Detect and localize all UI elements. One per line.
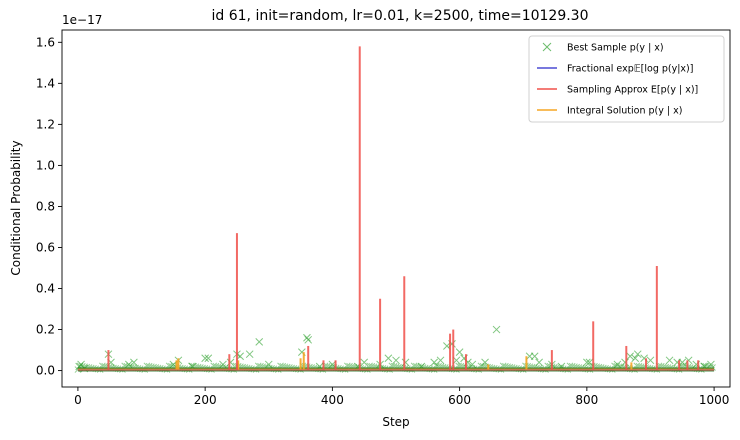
best-sample-marker <box>124 360 133 369</box>
best-sample-marker <box>646 356 655 365</box>
best-sample-marker <box>392 356 400 365</box>
best-sample-marker <box>613 360 622 369</box>
x-tick-label: 0 <box>74 393 82 407</box>
legend-label: Best Sample p(y | x) <box>567 43 664 54</box>
x-tick-label: 400 <box>321 393 344 407</box>
best-sample-marker <box>245 350 254 359</box>
best-sample-marker <box>621 358 629 367</box>
y-tick-label: 1.0 <box>36 158 55 172</box>
x-tick-label: 600 <box>448 393 471 407</box>
y-tick-label: 0.2 <box>36 323 55 337</box>
best-sample-marker <box>219 360 227 369</box>
best-sample-marker <box>77 360 85 369</box>
legend-label: Integral Solution p(y | x) <box>567 106 682 117</box>
y-tick-label: 1.2 <box>36 117 55 131</box>
legend: Best Sample p(y | x) Fractional exp𝔼[log … <box>528 35 725 123</box>
x-axis-label: Step <box>382 415 409 429</box>
best-sample-marker <box>455 348 464 356</box>
baseline-lines <box>77 367 715 372</box>
best-sample-marker <box>304 335 313 344</box>
legend-box <box>528 35 725 123</box>
best-sample-marker <box>707 360 715 369</box>
legend-marker-icon <box>542 42 552 52</box>
best-sample-marker <box>130 358 138 367</box>
x-axis: 0 200 400 600 800 1000 <box>74 387 729 407</box>
y-axis-label: Conditional Probability <box>9 140 23 275</box>
best-sample-marker <box>264 360 273 369</box>
best-sample-marker <box>626 352 634 361</box>
y-tick-label: 1.4 <box>36 76 55 90</box>
best-sample-marker <box>665 356 674 365</box>
best-sample-marker <box>585 358 594 367</box>
best-sample-marker <box>684 356 693 365</box>
legend-label: Fractional exp𝔼[log p(y|x)] <box>567 64 693 75</box>
y-tick-label: 0.6 <box>36 240 55 254</box>
best-sample-marker <box>384 354 393 363</box>
spike-lines <box>107 46 700 370</box>
best-sample-marker <box>255 338 264 346</box>
best-sample-marker <box>204 354 213 363</box>
best-sample-marker <box>468 360 477 369</box>
best-sample-marker <box>201 354 209 363</box>
legend-label: Sampling Approx E[p(y | x)] <box>567 85 698 96</box>
best-sample-marker <box>430 358 439 367</box>
best-sample-marker <box>226 358 235 367</box>
y-axis: 0.0 0.2 0.4 0.6 0.8 1.0 1.2 1.4 1.6 <box>36 35 62 378</box>
y-tick-label: 1.6 <box>36 35 55 49</box>
best-sample-marker <box>583 358 591 367</box>
chart-title: id 61, init=random, lr=0.01, k=2500, tim… <box>212 8 589 24</box>
y-scale-label: 1e−17 <box>62 13 102 27</box>
best-sample-marker <box>631 354 640 363</box>
best-sample-marker <box>436 356 445 365</box>
y-tick-label: 0.0 <box>36 364 55 378</box>
x-tick-label: 200 <box>194 393 217 407</box>
best-sample-marker <box>401 358 410 367</box>
best-sample-marker <box>303 333 311 342</box>
best-sample-marker <box>360 358 369 367</box>
best-sample-marker <box>492 325 501 334</box>
best-sample-marker <box>535 358 543 367</box>
best-sample-marker <box>530 352 539 361</box>
x-tick-label: 1000 <box>699 393 730 407</box>
y-tick-label: 0.4 <box>36 282 55 296</box>
best-sample-marker <box>633 350 642 359</box>
x-tick-label: 800 <box>575 393 598 407</box>
y-tick-label: 0.8 <box>36 199 55 213</box>
